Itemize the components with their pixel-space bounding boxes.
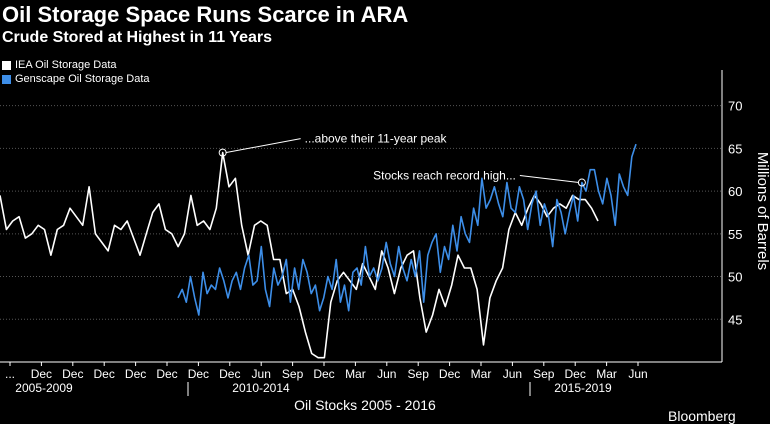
legend: IEA Oil Storage Data Genscape Oil Storag… xyxy=(2,58,150,86)
legend-swatch-genscape xyxy=(2,74,11,84)
x-tick-label: Dec xyxy=(565,367,586,381)
x-tick-label: Dec xyxy=(94,367,115,381)
y-tick-label: 55 xyxy=(728,227,742,242)
y-tick-label: 45 xyxy=(728,312,742,327)
x-period-label: 2015-2019 xyxy=(554,381,612,395)
x-tick-label: Mar xyxy=(596,367,617,381)
x-tick-label: Jun xyxy=(377,367,396,381)
x-tick-label: Sep xyxy=(533,367,555,381)
x-tick-label: Sep xyxy=(282,367,304,381)
x-tick-label: Mar xyxy=(345,367,366,381)
x-tick-label: Dec xyxy=(188,367,209,381)
x-axis-title: Oil Stocks 2005 - 2016 xyxy=(294,397,436,413)
legend-label-iea: IEA Oil Storage Data xyxy=(15,59,117,71)
y-axis-title: Millions of Barrels xyxy=(754,152,770,270)
x-tick-label: Dec xyxy=(31,367,52,381)
legend-item-iea: IEA Oil Storage Data xyxy=(2,58,150,72)
x-tick-label: Mar xyxy=(471,367,492,381)
brand-logo-text: Bloomberg xyxy=(668,408,736,424)
x-tick-label: Jun xyxy=(503,367,522,381)
x-period-label: 2005-2009 xyxy=(15,381,73,395)
x-period-label: 2010-2014 xyxy=(232,381,290,395)
chart-subtitle: Crude Stored at Highest in 11 Years xyxy=(2,29,273,46)
legend-swatch-iea xyxy=(2,60,11,70)
annotation-label: ...above their 11-year peak xyxy=(305,132,448,146)
y-tick-label: 60 xyxy=(728,184,742,199)
series-line-genscape xyxy=(177,143,637,316)
annotation-leader xyxy=(225,138,301,154)
x-tick-label: Dec xyxy=(62,367,83,381)
x-tick-label: Dec xyxy=(439,367,460,381)
x-tick-label: Dec xyxy=(125,367,146,381)
chart-title: Oil Storage Space Runs Scarce in ARA xyxy=(2,2,409,27)
x-tick-label: Dec xyxy=(219,367,240,381)
x-tick-label: Sep xyxy=(408,367,430,381)
x-tick-label: Jun xyxy=(252,367,271,381)
series-line-iea xyxy=(0,151,599,359)
x-tick-label: ... xyxy=(5,367,15,381)
legend-label-genscape: Genscape Oil Storage Data xyxy=(15,73,150,85)
y-tick-label: 50 xyxy=(728,270,742,285)
annotation-label: Stocks reach record high... xyxy=(373,169,516,183)
y-tick-label: 65 xyxy=(728,141,742,156)
annotation-leader xyxy=(519,175,579,184)
x-tick-label: Dec xyxy=(313,367,334,381)
x-tick-label: Dec xyxy=(156,367,177,381)
legend-item-genscape: Genscape Oil Storage Data xyxy=(2,72,150,86)
y-tick-label: 70 xyxy=(728,99,742,114)
x-tick-label: Jun xyxy=(628,367,647,381)
